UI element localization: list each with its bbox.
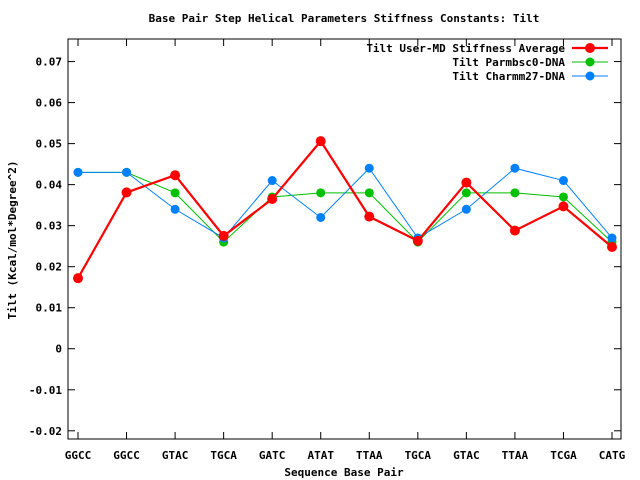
x-tick-label: ATAT [307,449,334,462]
data-point [170,188,180,198]
x-tick-label: GGCC [65,449,92,462]
y-tick-label: -0.01 [29,384,62,397]
data-point [364,163,374,173]
data-point [607,233,617,243]
y-tick-label: 0.05 [36,138,63,151]
series-0 [73,136,617,284]
plot-frame [67,38,622,440]
data-point [558,201,569,212]
y-tick-label: -0.02 [29,425,62,438]
data-point [364,188,374,198]
series-2 [73,163,617,243]
series-layer [73,136,617,284]
x-tick-label: TGCA [405,449,432,462]
data-point [461,188,471,198]
x-tick-label: GTAC [162,449,189,462]
data-point [267,194,278,204]
data-point [607,242,617,252]
y-tick-label: 0.04 [36,179,63,192]
x-tick-label: TCGA [550,449,577,462]
y-tick-label: 0.06 [36,97,63,110]
data-point [170,170,181,181]
data-point [412,235,423,246]
x-axis: GGCC GGCC GTAC TGCA GATC ATAT TTAA TGCA GTAC TTAA… [65,39,626,462]
data-point [170,204,180,214]
y-tick-label: 0.01 [36,302,63,315]
y-axis-label: Tilt (Kcal/mol*Degree^2) [6,161,19,320]
data-point [558,176,568,186]
y-tick-label: 0.07 [36,56,63,69]
x-axis-label: Sequence Base Pair [284,466,404,479]
data-point [461,204,471,214]
data-point [316,188,326,198]
data-point [267,176,277,186]
data-point [558,192,568,202]
legend-label: Tilt Charmm27-DNA [452,70,565,83]
legend-label: Tilt User-MD Stiffness Average [366,42,565,55]
data-point [316,212,326,222]
x-tick-label: TGCA [210,449,237,462]
data-point [121,187,132,198]
data-point [510,163,520,173]
data-point [73,273,83,284]
legend-swatch-marker [585,43,595,53]
x-tick-label: CATG [599,449,626,462]
data-point [73,167,83,177]
x-tick-label: GTAC [453,449,480,462]
y-tick-label: 0 [55,343,62,356]
series-line [77,139,613,279]
y-tick-label: 0.02 [36,261,63,274]
series-line [78,167,613,239]
chart-title: Base Pair Step Helical Parameters Stiffn… [149,12,540,25]
legend-swatch-marker [585,71,595,81]
y-axis: -0.02 -0.01 0 0.01 0.02 0.03 0.04 0.05 0.06 0.07 [29,56,621,438]
x-tick-label: TTAA [356,449,383,462]
series-line [78,171,613,243]
legend-swatch-marker [585,57,595,67]
data-point [510,188,520,198]
data-point [218,230,229,241]
data-point [122,167,132,177]
x-tick-label: TTAA [502,449,529,462]
data-point [315,136,326,147]
data-point [461,177,472,188]
data-point [364,211,375,222]
x-tick-label: GATC [259,449,286,462]
legend-label: Tilt Parmbsc0-DNA [452,56,565,69]
y-tick-label: 0.03 [36,220,63,233]
data-point [509,225,520,236]
x-tick-label: GGCC [113,449,140,462]
